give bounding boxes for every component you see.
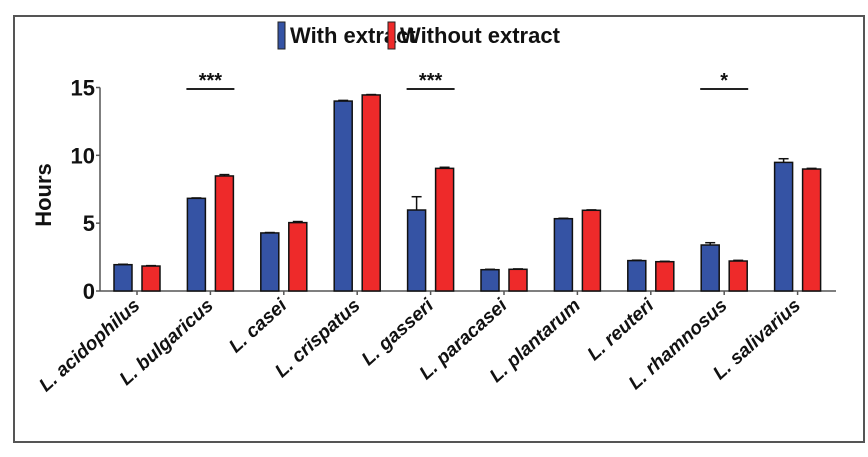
legend-swatch-with-extract (277, 21, 286, 50)
bar-without-extract (214, 175, 235, 292)
bar-without-extract (655, 260, 675, 292)
bar-with-extract (553, 217, 574, 292)
y-tick-label: 10 (71, 143, 95, 168)
bar-with-extract (113, 263, 133, 292)
bar-with-extract (333, 100, 353, 292)
y-tick-label: 5 (83, 211, 95, 236)
legend-label-without-extract: Without extract (400, 23, 561, 48)
significance-marker: * (720, 70, 728, 92)
bar-without-extract (361, 94, 381, 292)
y-tick-label: 0 (83, 279, 95, 304)
legend: With extract Without extract (277, 21, 561, 50)
y-axis-label: Hours (31, 163, 56, 227)
y-tick-label: 15 (71, 76, 95, 101)
bar-without-extract (508, 268, 528, 292)
bar-with-extract (406, 209, 427, 292)
bar-without-extract (728, 260, 748, 292)
bar-without-extract (581, 209, 602, 292)
bar-with-extract (480, 268, 500, 292)
bar-with-extract (260, 232, 280, 292)
bar-with-extract (773, 161, 794, 292)
significance-marker: *** (419, 70, 443, 92)
bar-without-extract (288, 221, 308, 292)
bar-without-extract (801, 168, 822, 292)
legend-label-with-extract: With extract (290, 23, 416, 48)
significance-marker: *** (199, 70, 223, 92)
bar-with-extract (700, 244, 720, 292)
bar-without-extract (434, 167, 455, 292)
legend-swatch-without-extract (387, 21, 396, 50)
bar-with-extract (186, 197, 207, 292)
bar-without-extract (141, 265, 161, 292)
bar-with-extract (627, 259, 647, 292)
